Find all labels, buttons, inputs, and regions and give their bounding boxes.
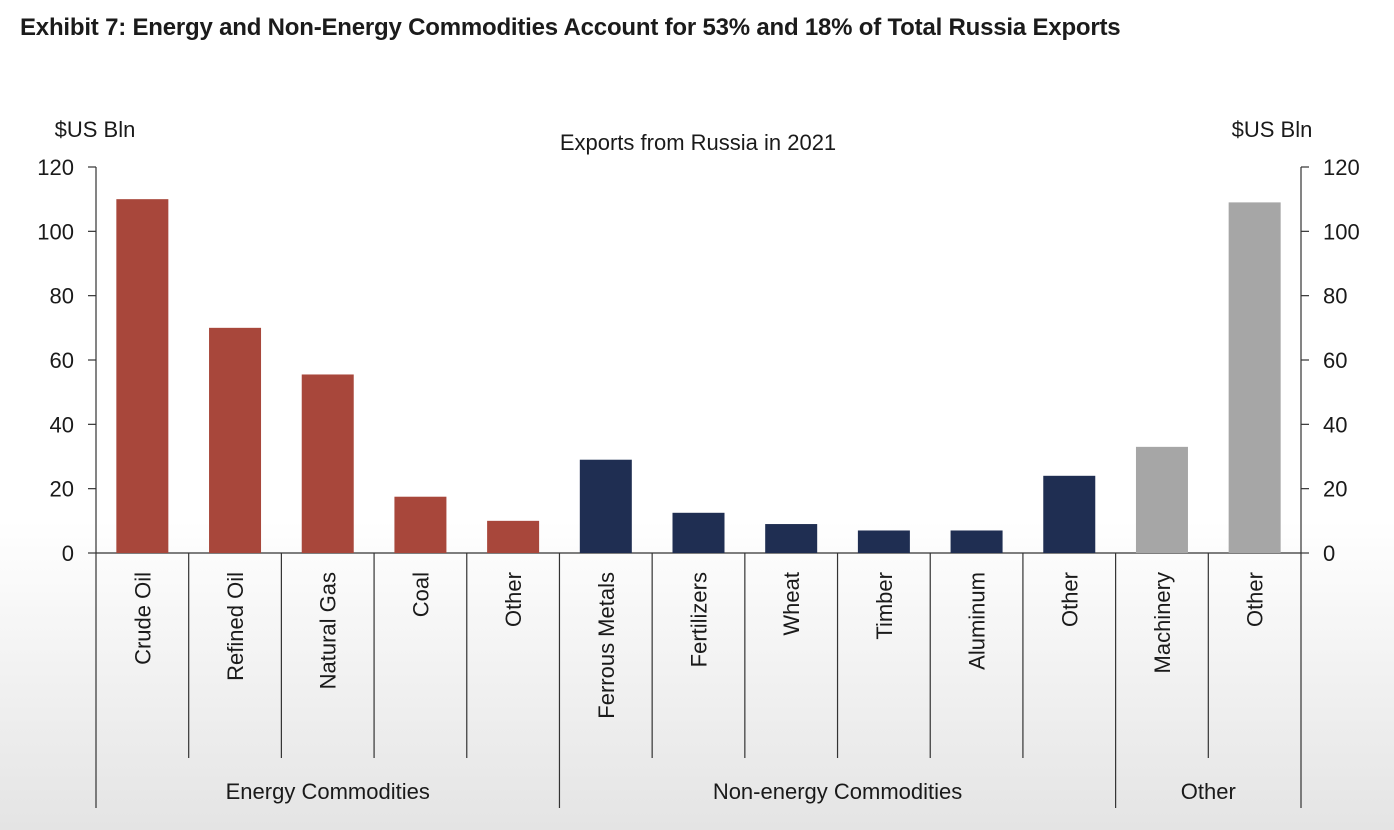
y-tick-label-left: 120: [37, 155, 74, 180]
y-tick-label-left: 80: [50, 284, 74, 309]
bar: [1228, 202, 1281, 553]
y-tick-label-left: 40: [50, 412, 74, 437]
bar: [579, 459, 632, 553]
group-labels: Energy Commodities Non-energy Commodities…: [226, 779, 1236, 804]
bar: [950, 530, 1003, 553]
y-tick-label-left: 100: [37, 219, 74, 244]
category-label: Coal: [408, 572, 433, 617]
group-label: Energy Commodities: [226, 779, 430, 804]
bar: [672, 512, 725, 553]
category-label: Refined Oil: [223, 572, 248, 681]
group-label: Other: [1181, 779, 1236, 804]
bar: [857, 530, 910, 553]
category-label: Fertilizers: [687, 572, 712, 667]
category-label: Crude Oil: [130, 572, 155, 665]
y-tick-label-right: 20: [1323, 477, 1347, 502]
bar: [1043, 475, 1096, 553]
y-tick-label-right: 120: [1323, 155, 1360, 180]
y-tick-label-right: 100: [1323, 219, 1360, 244]
y-tick-label-left: 0: [62, 541, 74, 566]
category-label: Ferrous Metals: [594, 572, 619, 719]
category-label: Wheat: [779, 572, 804, 636]
bar: [394, 496, 447, 553]
bars: [116, 199, 1281, 553]
y-tick-label-right: 80: [1323, 284, 1347, 309]
y-tick-label-left: 60: [50, 348, 74, 373]
category-label: Other: [501, 572, 526, 627]
bar: [487, 520, 540, 553]
y-tick-label-right: 0: [1323, 541, 1335, 566]
chart-title: Exports from Russia in 2021: [560, 130, 836, 155]
category-label: Other: [1057, 572, 1082, 627]
category-label: Natural Gas: [316, 572, 341, 689]
bar: [301, 374, 354, 553]
y-tick-label-left: 20: [50, 477, 74, 502]
exhibit-title: Exhibit 7: Energy and Non-Energy Commodi…: [20, 14, 1121, 41]
y-axis-label-right: $US Bln: [1232, 117, 1313, 142]
bar: [1135, 446, 1188, 553]
bar: [209, 327, 262, 553]
category-label: Timber: [872, 572, 897, 640]
group-label: Non-energy Commodities: [713, 779, 962, 804]
y-ticks: 0 0 20 20 40 40 60 60 80 80 100 100 120 120: [37, 155, 1359, 566]
bar: [765, 524, 818, 553]
y-tick-label-right: 40: [1323, 412, 1347, 437]
category-label: Machinery: [1150, 572, 1175, 673]
y-axis-label-left: $US Bln: [55, 117, 136, 142]
axes: [95, 167, 1302, 808]
bar: [116, 199, 169, 553]
category-label: Aluminum: [965, 572, 990, 670]
category-labels: Crude Oil Refined Oil Natural Gas Coal Other…: [130, 572, 1267, 719]
y-tick-label-right: 60: [1323, 348, 1347, 373]
category-label: Other: [1243, 572, 1268, 627]
